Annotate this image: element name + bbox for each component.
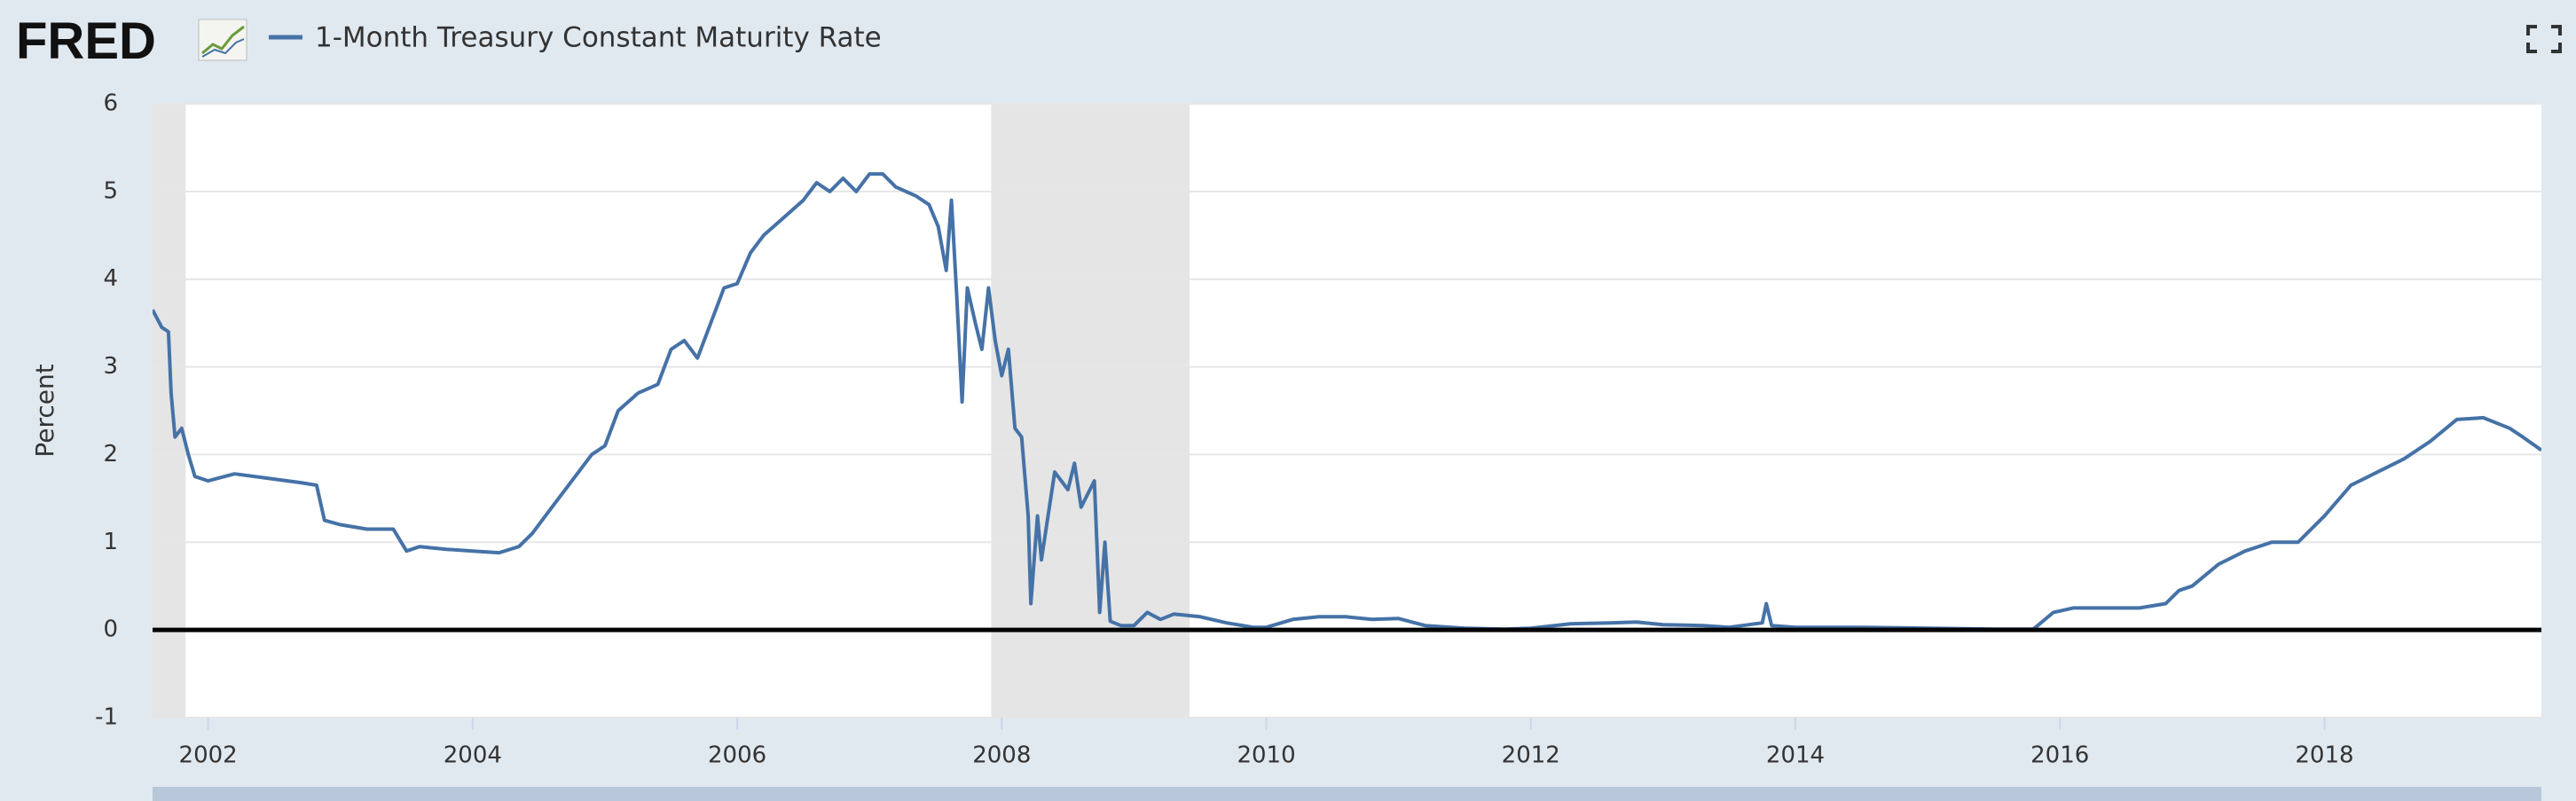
x-tick-label: 2018	[2295, 742, 2353, 769]
navigator[interactable]	[153, 787, 2541, 801]
y-tick-label: -1	[95, 704, 118, 731]
y-tick-label: 6	[103, 90, 118, 117]
y-axis-label: Percent	[30, 364, 59, 457]
x-tick-label: 2014	[1766, 742, 1825, 769]
x-tick-label: 2006	[708, 742, 766, 769]
logo-icon	[198, 19, 247, 61]
x-tick-label: 2002	[179, 742, 238, 769]
legend-label: 1-Month Treasury Constant Maturity Rate	[315, 22, 882, 54]
x-tick-label: 2012	[1502, 742, 1560, 769]
x-tick-label: 2008	[972, 742, 1031, 769]
x-tick-label: 2016	[2030, 742, 2089, 769]
y-tick-label: 3	[103, 353, 118, 380]
recession-shade	[991, 104, 1190, 718]
x-tick-label: 2010	[1237, 742, 1295, 769]
recession-shade	[153, 104, 186, 718]
fullscreen-button[interactable]	[2526, 25, 2562, 53]
y-tick-label: 1	[103, 529, 118, 555]
x-tick-label: 2004	[444, 742, 502, 769]
brand-logo: FRED	[16, 12, 156, 70]
y-tick-label: 5	[103, 177, 118, 204]
y-tick-label: 0	[103, 616, 118, 643]
y-tick-label: 4	[103, 265, 118, 292]
plot-area	[153, 104, 2541, 718]
y-tick-label: 2	[103, 441, 118, 467]
